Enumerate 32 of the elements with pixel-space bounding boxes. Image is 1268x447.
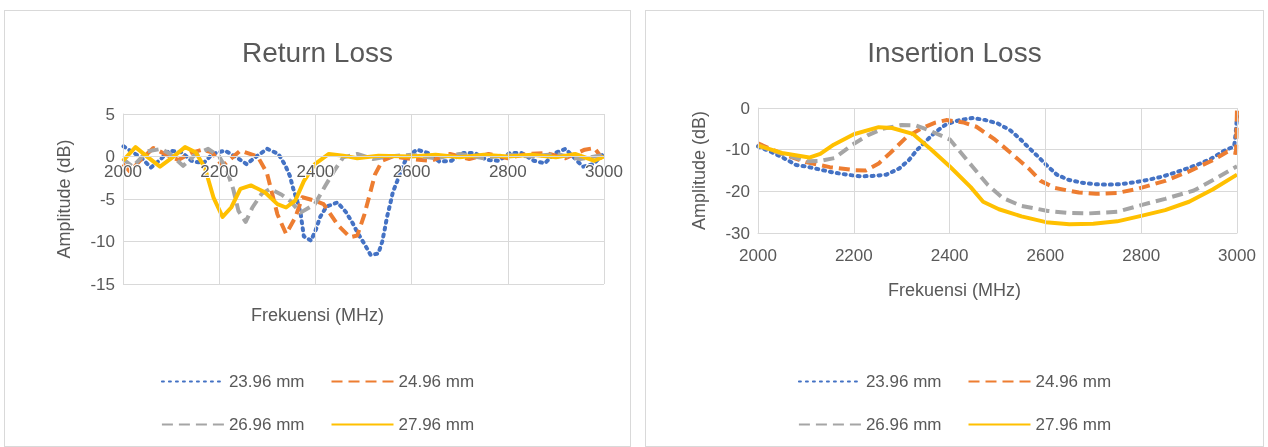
- y-axis-title: Amplitude (dB): [54, 139, 74, 259]
- x-tick-label: 2400: [930, 246, 969, 265]
- y-tick-label: -20: [725, 181, 750, 201]
- legend-label: 26.96 mm: [865, 415, 942, 434]
- y-tick-label: 5: [105, 104, 115, 124]
- legend-label: 23.96 mm: [865, 372, 942, 391]
- y-axis-title: Amplitude (dB): [689, 110, 709, 231]
- chart-title: Insertion Loss: [867, 36, 1042, 68]
- y-tick-label: -10: [725, 140, 750, 160]
- y-tick-label: -10: [90, 232, 115, 251]
- x-tick-label: 2800: [1122, 246, 1161, 265]
- x-tick-label: 2600: [392, 161, 431, 181]
- y-tick-label: 0: [740, 98, 750, 118]
- x-tick-label: 2200: [834, 246, 873, 265]
- x-tick-label: 3000: [585, 161, 623, 181]
- legend-label: 26.96 mm: [228, 415, 305, 434]
- x-tick-label: 2600: [1026, 246, 1065, 265]
- x-axis-title: Frekuensi (MHz): [887, 280, 1022, 300]
- legend-label: 24.96 mm: [398, 372, 475, 391]
- x-tick-label: 2000: [739, 246, 777, 265]
- chart-title: Return Loss: [242, 36, 393, 68]
- x-tick-label: 2800: [488, 161, 527, 181]
- y-tick-label: -30: [725, 223, 750, 243]
- x-tick-label: 3000: [1218, 246, 1256, 265]
- x-axis-title: Frekuensi (MHz): [250, 305, 385, 325]
- line-series: [756, 114, 1239, 187]
- legend-label: 24.96 mm: [1035, 372, 1112, 391]
- y-tick-label: -15: [90, 274, 115, 294]
- legend-label: 27.96 mm: [1035, 415, 1112, 434]
- legend-label: 27.96 mm: [398, 415, 475, 434]
- legend-label: 23.96 mm: [228, 372, 305, 391]
- y-tick-label: -5: [99, 189, 115, 209]
